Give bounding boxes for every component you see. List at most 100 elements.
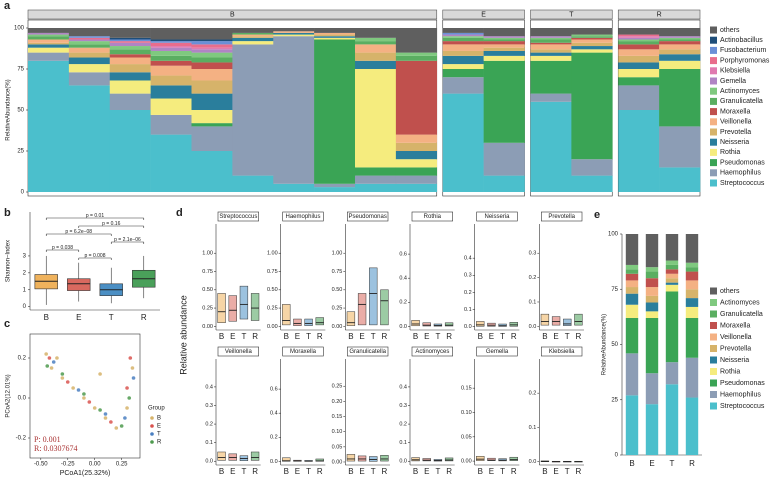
- bar-segment: [68, 57, 111, 65]
- box: [476, 321, 485, 327]
- bar-segment: [28, 42, 70, 45]
- x-tick-label: E: [553, 467, 558, 476]
- bar-segment: [530, 39, 572, 43]
- y-tick-label: 50: [611, 342, 618, 348]
- point: [55, 356, 59, 360]
- bar-segment: [530, 28, 572, 37]
- bar-segment: [442, 44, 484, 51]
- point: [82, 396, 86, 400]
- x-tick-label: B: [413, 332, 418, 341]
- bar-segment: [685, 317, 699, 358]
- x-tick-label: T: [435, 332, 440, 341]
- bar-segment: [442, 77, 484, 94]
- facet-title: Prevotella: [548, 214, 575, 220]
- bar-segment: [645, 278, 659, 288]
- box: [411, 320, 420, 327]
- bar-segment: [483, 39, 525, 42]
- bar-segment: [395, 167, 438, 176]
- bar-segment: [150, 75, 192, 86]
- bar-segment: [645, 271, 659, 279]
- bar-segment: [150, 85, 192, 99]
- x-tick-label: T: [241, 467, 246, 476]
- bar-segment: [150, 114, 192, 135]
- x-tick-label: B: [219, 467, 224, 476]
- legend-swatch: [710, 97, 717, 105]
- box: [444, 322, 454, 327]
- facet-title: Actinomyces: [415, 349, 449, 355]
- legend-swatch: [710, 108, 717, 116]
- y-tick-label: 0.4: [464, 256, 472, 262]
- box: [444, 457, 454, 462]
- y-tick-label: 0.00: [461, 459, 472, 465]
- box: [228, 453, 237, 461]
- facet-strip: [27, 9, 438, 20]
- bar-segment: [314, 34, 356, 37]
- bar-segment: [618, 44, 660, 50]
- bar-segment: [625, 293, 639, 305]
- bar-segment: [232, 28, 274, 33]
- y-tick-label: 0.00: [267, 324, 278, 330]
- bar-segment: [314, 28, 356, 33]
- bar-segment: [232, 175, 274, 192]
- bar-segment: [571, 159, 613, 176]
- bar-segment: [191, 93, 233, 110]
- facet-strip: [411, 346, 453, 357]
- legend-label: Rothia: [720, 368, 740, 375]
- facet-strip: [476, 346, 518, 357]
- bar-segment: [28, 32, 70, 35]
- x-tick-label: R: [689, 459, 695, 468]
- x-tick-label: E: [230, 332, 235, 341]
- bar-segment: [571, 175, 613, 192]
- point: [103, 416, 108, 420]
- bar-segment: [659, 54, 701, 61]
- facet-title: Neisseria: [484, 214, 510, 220]
- bar-segment: [685, 397, 699, 455]
- y-tick-label: 2: [23, 270, 27, 276]
- legend-label: Granulicatella: [720, 98, 763, 105]
- facet-title: Streptococcus: [219, 214, 257, 220]
- x-tick-label: R: [382, 467, 388, 476]
- bar-segment: [483, 50, 525, 56]
- bar-segment: [191, 41, 233, 45]
- legend-swatch: [710, 118, 717, 126]
- point: [45, 364, 50, 368]
- x-tick-label: T: [565, 332, 570, 341]
- legend-marker: [150, 416, 154, 420]
- x-tick-label: R: [252, 332, 258, 341]
- legend-marker: [150, 432, 154, 436]
- point: [125, 406, 129, 410]
- y-tick-label: 75: [17, 67, 24, 73]
- bar-segment: [314, 183, 356, 188]
- box: [250, 293, 260, 321]
- bar-segment: [273, 31, 315, 33]
- bar-segment: [625, 395, 639, 455]
- bar-segment: [483, 47, 525, 51]
- y-tick-label: 0.2: [205, 422, 213, 428]
- y-tick-label: 0.25: [267, 306, 278, 312]
- box: [540, 313, 550, 326]
- facet-label: T: [569, 11, 574, 18]
- legend-label: Actinomyces: [720, 299, 760, 306]
- x-tick-label: E: [295, 467, 300, 476]
- bar-segment: [530, 36, 572, 38]
- bar-segment: [483, 41, 525, 45]
- bar-segment: [109, 49, 151, 55]
- x-tick-label: B: [348, 332, 353, 341]
- bar-segment: [618, 55, 660, 63]
- x-tick-label: T: [306, 467, 311, 476]
- bar-segment: [685, 234, 699, 263]
- legend-swatch: [710, 169, 717, 177]
- x-tick-label: E: [359, 467, 364, 476]
- x-tick-label: B: [629, 459, 634, 468]
- y-axis-label: Shannon−Index: [6, 240, 12, 282]
- p-value: p = 6.2e−08: [65, 229, 92, 235]
- bar-segment: [150, 41, 192, 43]
- bar-segment: [645, 234, 659, 268]
- legend-label: B: [157, 416, 161, 422]
- point: [98, 372, 102, 376]
- legend-swatch: [710, 391, 717, 398]
- bar-segment: [618, 49, 660, 56]
- legend-swatch: [710, 87, 717, 95]
- bar-segment: [665, 291, 679, 363]
